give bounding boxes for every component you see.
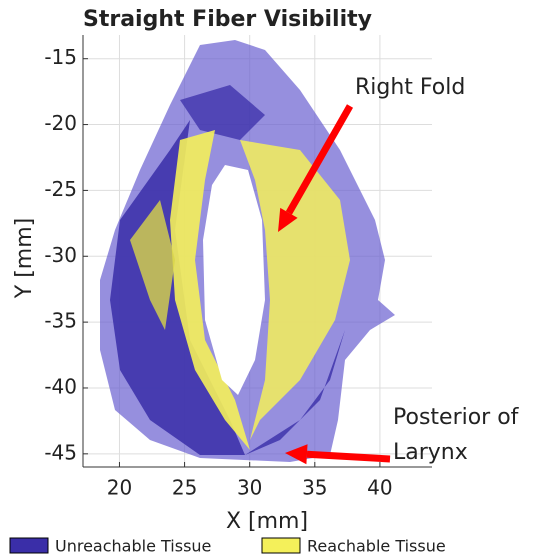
legend: Unreachable Tissue Reachable Tissue xyxy=(10,537,446,556)
x-tick-label: 35 xyxy=(302,476,327,500)
x-tick-label: 20 xyxy=(107,476,132,500)
legend-label: Reachable Tissue xyxy=(307,537,446,556)
legend-label: Unreachable Tissue xyxy=(55,537,211,556)
x-tick-label: 40 xyxy=(367,476,392,500)
y-tick-label: -35 xyxy=(44,309,77,333)
tissue-render xyxy=(100,40,395,462)
y-tick-label: -15 xyxy=(44,45,77,69)
x-axis-label: X [mm] xyxy=(226,509,308,534)
y-tick-label: -25 xyxy=(44,177,77,201)
y-tick-label: -40 xyxy=(44,374,77,398)
y-tick-label: -20 xyxy=(44,111,77,135)
legend-swatch xyxy=(10,538,48,553)
chart: 20 25 30 35 40 -15 -20 -25 -30 -35 -40 -45 Straight… xyxy=(0,0,547,558)
x-tick-label: 25 xyxy=(172,476,197,500)
annotation: Posterior of xyxy=(393,405,520,430)
y-tick-label: -30 xyxy=(44,243,77,267)
page: 20 25 30 35 40 -15 -20 -25 -30 -35 -40 -45 Straight… xyxy=(0,0,547,558)
x-tick-label: 30 xyxy=(237,476,262,500)
y-tick-label: -45 xyxy=(44,440,77,464)
arrow-shaft xyxy=(307,454,390,459)
annotation: Larynx xyxy=(393,440,468,465)
annotation: Right Fold xyxy=(355,75,465,100)
legend-swatch xyxy=(262,538,300,553)
y-axis-label: Y [mm] xyxy=(12,218,37,299)
chart-title: Straight Fiber Visibility xyxy=(83,7,372,32)
